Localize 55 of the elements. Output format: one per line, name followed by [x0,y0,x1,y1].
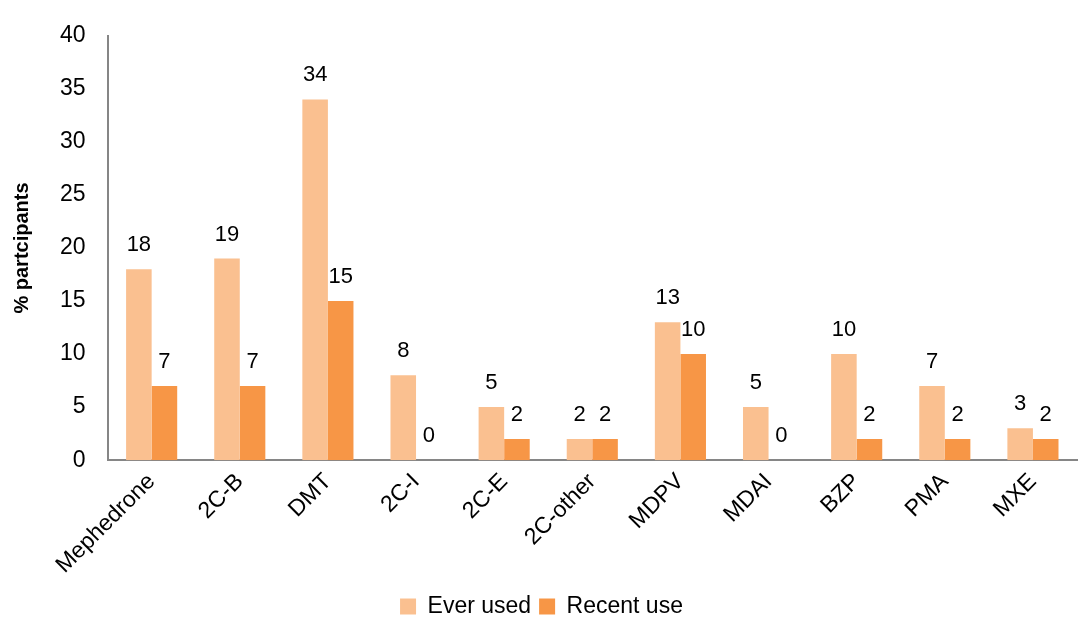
y-tick-label: 15 [59,286,86,313]
y-tick-label: 35 [59,74,86,101]
data-label: 2 [863,400,876,426]
bar [302,99,328,461]
y-tick-label: 0 [72,445,86,472]
data-label: 3 [1014,390,1027,416]
y-tick-label: 20 [59,233,86,260]
bar [327,301,354,461]
y-tick-label: 10 [59,339,86,366]
data-label: 2 [1039,400,1052,426]
bar [742,407,769,461]
data-label: 0 [775,422,788,448]
bar [919,385,945,461]
bar [680,354,706,461]
data-label: 10 [680,316,706,342]
data-label: 2 [598,400,612,426]
data-label: 7 [925,347,939,373]
data-label: 2 [573,400,586,426]
bar [478,407,505,461]
data-label: 15 [328,263,353,289]
bar [831,354,857,461]
legend-label: Recent use [566,591,683,618]
data-label: 7 [246,347,259,373]
data-label: 19 [214,220,240,246]
y-axis-title: % partcipants [9,182,32,314]
bar [151,385,178,461]
bar [654,322,681,461]
data-label: 2 [951,400,964,426]
bar [214,258,240,461]
data-label: 8 [397,337,410,363]
data-label: 0 [422,422,435,448]
bar [592,438,618,461]
data-label: 13 [655,284,680,310]
data-label: 5 [749,369,762,395]
data-label: 2 [510,400,524,426]
bar [944,438,971,461]
data-label: 10 [831,316,857,342]
y-tick-label: 40 [59,21,86,48]
bar [1032,438,1059,461]
y-tick-label: 25 [59,180,86,207]
data-label: 34 [302,61,328,87]
y-tick-label: 5 [72,392,86,419]
bar [239,385,266,461]
bar [390,375,417,461]
x-tick-label: BZP [814,467,865,518]
legend-label: Ever used [427,591,532,618]
bar [504,438,530,461]
bar [1007,428,1033,461]
bar [566,438,593,461]
y-tick-label: 30 [59,127,86,154]
bar [126,269,152,461]
data-label: 18 [126,231,152,257]
data-label: 7 [158,347,171,373]
data-label: 5 [485,369,498,395]
bar [856,438,883,461]
